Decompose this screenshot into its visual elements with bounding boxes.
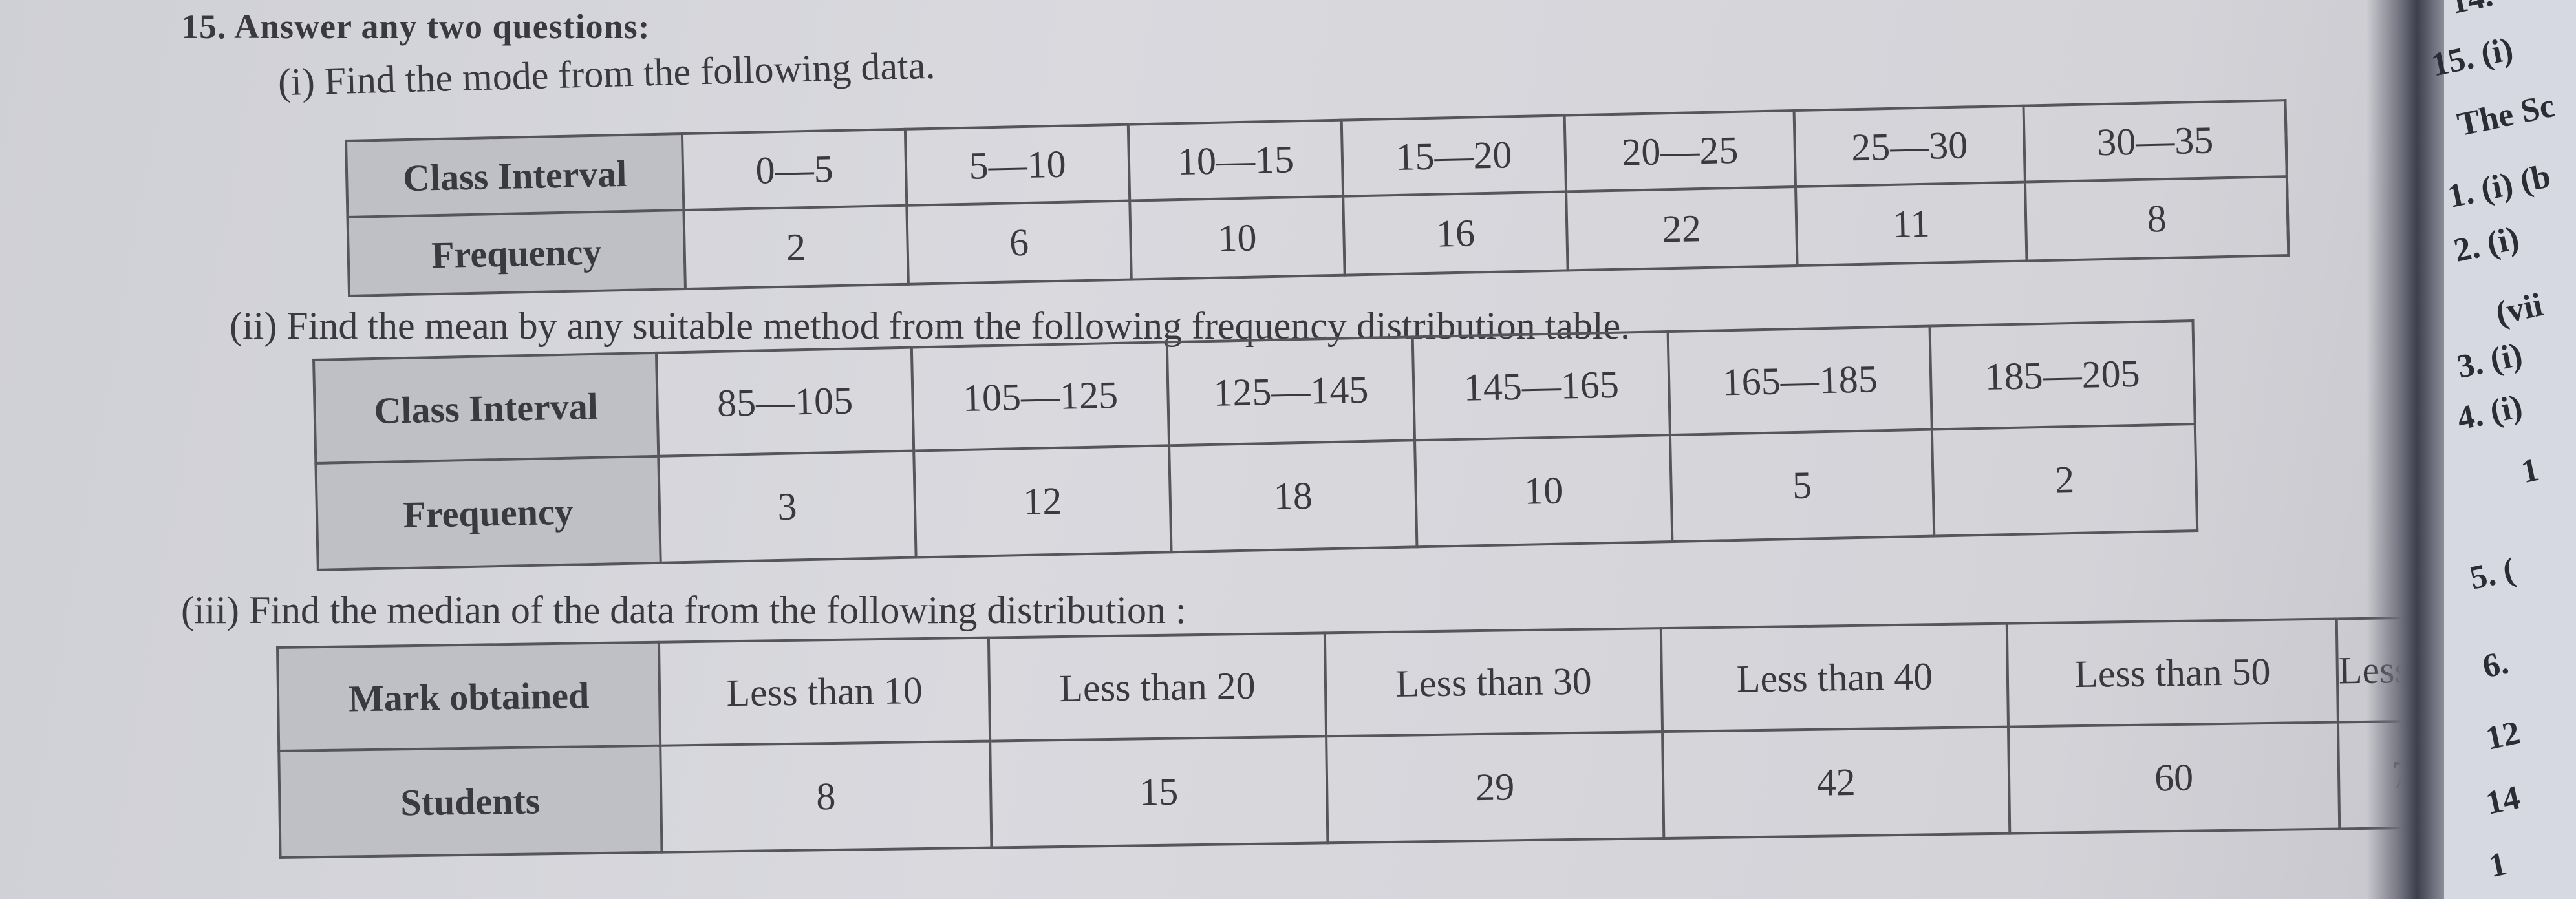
- row-header: Class Interval: [314, 352, 659, 463]
- book-gutter: [2367, 0, 2444, 899]
- table-cell: 3: [658, 450, 916, 563]
- table-cell: 18: [1169, 440, 1417, 553]
- table-cell: Less than 30: [1324, 628, 1663, 737]
- question-title: 15. Answer any two questions:: [181, 7, 650, 46]
- table-cell: 6: [907, 200, 1132, 284]
- table-cell: 8: [2024, 176, 2289, 261]
- table-cell: 5: [1669, 429, 1935, 542]
- table-cell: 185—205: [1929, 321, 2195, 430]
- table-cell: 10: [1415, 435, 1673, 547]
- table-cell: 105—125: [911, 342, 1170, 451]
- table-cell: 8: [660, 741, 992, 852]
- table-cell: 2: [683, 205, 908, 290]
- table-cell: 11: [1796, 182, 2027, 266]
- table-cell: 30—35: [2023, 100, 2287, 182]
- table-cell: 20—25: [1564, 111, 1796, 192]
- table-cell: 25—30: [1794, 105, 2025, 187]
- part-iii-prompt: (iii) Find the median of the data from t…: [181, 589, 1186, 631]
- table-cell: 0—5: [682, 129, 907, 211]
- mean-table: Class Interval 85—105 105—125 125—145 145—16…: [312, 319, 2198, 571]
- table-cell: 15: [990, 736, 1328, 848]
- adjacent-page: [2431, 0, 2576, 899]
- row-header: Frequency: [316, 456, 661, 570]
- table-cell: 22: [1566, 187, 1798, 271]
- table-cell: 10—15: [1128, 120, 1344, 201]
- table-cell: 5—10: [905, 124, 1130, 206]
- row-header: Students: [279, 745, 662, 858]
- row-header: Class Interval: [346, 134, 684, 217]
- table-cell: 15—20: [1341, 115, 1567, 196]
- row-header: Frequency: [347, 210, 685, 296]
- table-cell: 10: [1130, 196, 1345, 280]
- table-cell: 85—105: [656, 347, 914, 456]
- mode-table: Class Interval 0—5 5—10 10—15 15—20 20—25 25—3…: [345, 99, 2290, 297]
- table-cell: Less than 40: [1660, 623, 2009, 732]
- table-cell: 60: [2008, 722, 2340, 834]
- table-cell: 2: [1931, 424, 2198, 536]
- table-cell: 29: [1326, 732, 1664, 843]
- part-i-prompt: (i) Find the mode from the following dat…: [277, 43, 936, 104]
- row-header: Mark obtained: [277, 642, 661, 751]
- table-cell: 125—145: [1166, 337, 1415, 446]
- table-cell: Less than 10: [658, 637, 991, 746]
- part-ii-prompt: (ii) Find the mean by any suitable metho…: [230, 304, 1631, 347]
- table-cell: 42: [1662, 726, 2010, 839]
- table-cell: 145—165: [1412, 332, 1670, 441]
- table-cell: 16: [1343, 191, 1568, 275]
- median-table: Mark obtained Less than 10 Less than 20 Les…: [276, 615, 2485, 859]
- table-cell: Less than 20: [988, 633, 1327, 741]
- table-cell: Less than 50: [2006, 619, 2338, 727]
- table-cell: 12: [914, 445, 1172, 558]
- table-cell: 165—185: [1668, 326, 1932, 436]
